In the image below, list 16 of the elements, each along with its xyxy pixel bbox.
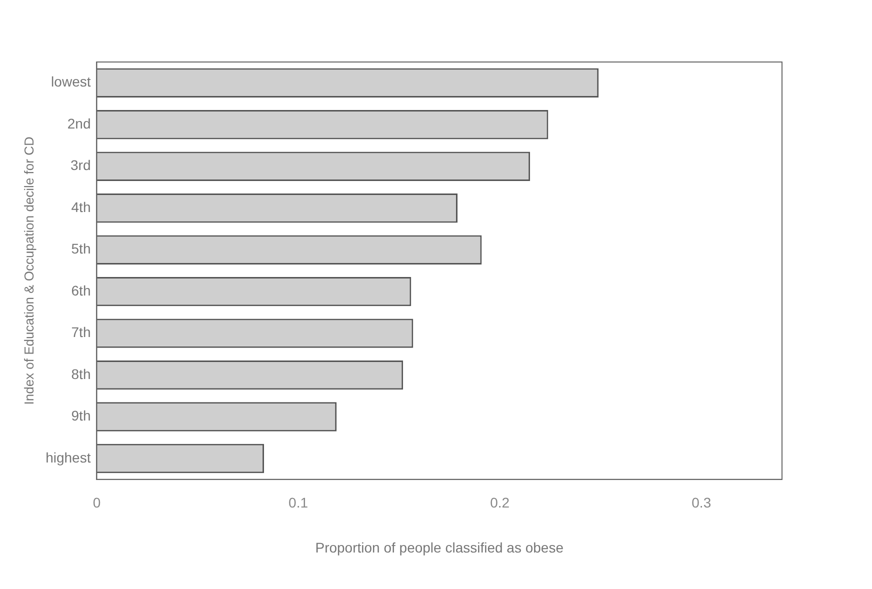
y-tick-label: 3rd — [70, 157, 91, 174]
y-tick-label: lowest — [51, 74, 91, 90]
y-tick-label: highest — [46, 449, 91, 466]
y-tick-label: 4th — [71, 198, 91, 215]
y-tick-label: 5th — [71, 240, 91, 257]
y-tick-label: 7th — [71, 324, 91, 340]
y-tick-label: 8th — [71, 366, 91, 382]
x-tick-label: 0.2 — [490, 494, 510, 511]
x-tick-label: 0 — [92, 494, 101, 511]
y-axis-title: Index of Education & Occupation decile for CD — [21, 136, 36, 405]
x-tick-label: 0.1 — [288, 494, 308, 511]
y-tick-label: 6th — [71, 282, 91, 298]
y-tick-label: 2nd — [67, 115, 91, 132]
x-axis-title: Proportion of people classified as obese — [315, 539, 564, 556]
y-tick-label: 9th — [71, 408, 91, 424]
x-tick-label: 0.3 — [692, 494, 712, 511]
